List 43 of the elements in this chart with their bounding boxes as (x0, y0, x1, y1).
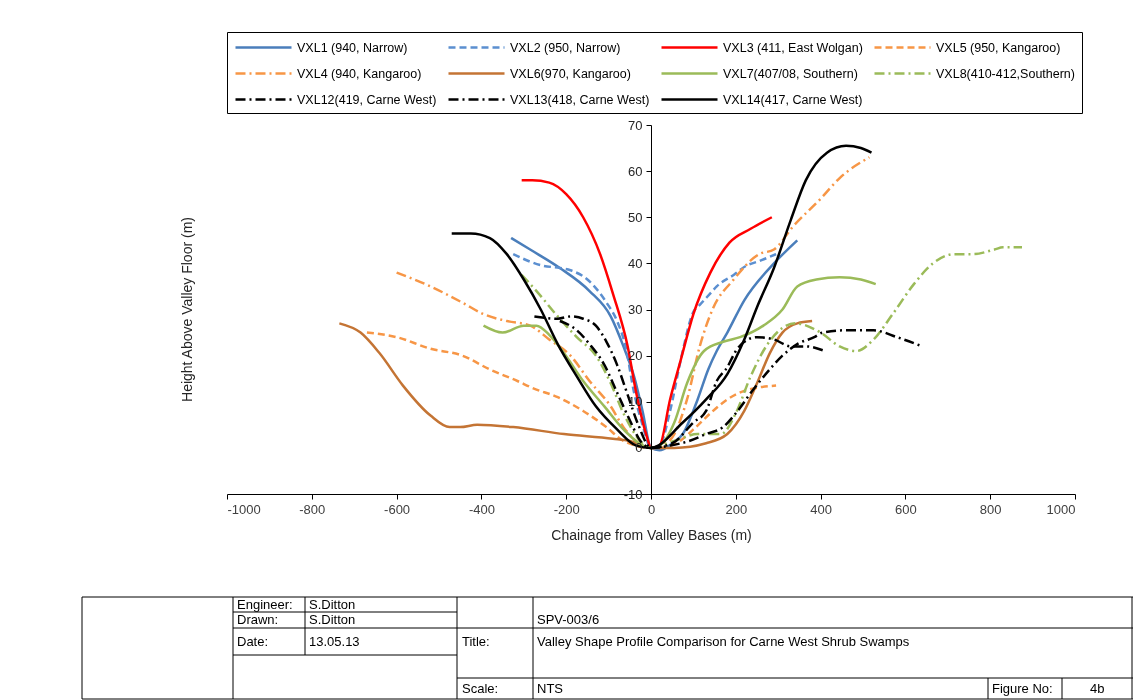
x-axis-title: Chainage from Valley Bases (m) (551, 526, 752, 543)
x-tick-label: -400 (468, 501, 495, 517)
text: NTS (537, 681, 564, 696)
legend-label: VXL5 (950, Kangaroo) (936, 40, 1061, 55)
y-tick-label: 40 (628, 255, 643, 271)
text: Drawn: (237, 612, 279, 627)
y-axis-title: Height Above Valley Floor (m) (179, 217, 195, 402)
text: 13.05.13 (309, 634, 360, 649)
text: Figure No: (992, 681, 1053, 696)
x-tick-label: 1000 (1046, 501, 1076, 517)
text: 4b (1090, 681, 1105, 696)
legend-label: VXL12(419, Carne West) (297, 92, 437, 107)
text: Scale: (462, 681, 499, 696)
y-tick-label: 60 (628, 163, 643, 179)
y-tick-label: 50 (628, 209, 643, 225)
text: SPV-003/6 (537, 612, 600, 627)
text: Date: (237, 634, 269, 649)
y-tick-label: 70 (628, 117, 643, 133)
legend-label: VXL13(418, Carne West) (510, 92, 650, 107)
legend-label: VXL14(417, Carne West) (723, 92, 863, 107)
x-tick-label: 0 (647, 501, 656, 517)
x-tick-label: -200 (553, 501, 580, 517)
text: Engineer: (237, 597, 293, 612)
x-tick-label: 200 (725, 501, 748, 517)
legend-label: VXL1 (940, Narrow) (297, 40, 408, 55)
legend-label: VXL7(407/08, Southern) (723, 66, 858, 81)
x-tick-label: -800 (299, 501, 326, 517)
y-tick-label: 30 (628, 302, 643, 317)
text: Valley Shape Profile Comparison for Carne West Shrub Swamps (537, 634, 910, 649)
x-tick-label: 800 (979, 501, 1002, 517)
x-tick-label: 400 (810, 501, 832, 517)
legend-label: VXL4 (940, Kangaroo) (297, 66, 422, 81)
x-tick-label: -600 (384, 501, 411, 517)
text: S.Ditton (309, 597, 356, 612)
legend-label: VXL8(410-412,Southern) (936, 66, 1075, 81)
legend-label: VXL2 (950, Narrow) (510, 40, 621, 55)
x-tick-label: 600 (895, 501, 917, 517)
text: Title: (462, 634, 490, 649)
legend-label: VXL3 (411, East Wolgan) (723, 40, 863, 55)
text: S.Ditton (309, 612, 356, 627)
legend-label: VXL6(970, Kangaroo) (510, 66, 631, 81)
y-tick-label: 10 (628, 394, 643, 410)
x-tick-label: -1000 (227, 501, 261, 517)
